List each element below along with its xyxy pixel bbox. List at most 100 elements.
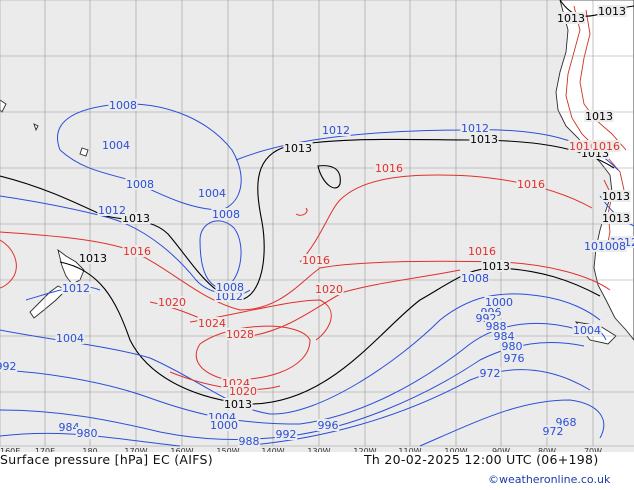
isobar-label-text: 1028 <box>226 328 254 341</box>
isobar-label-bg <box>125 178 155 190</box>
isobar-label-bg <box>301 254 331 266</box>
isobar-label-text: 1020 <box>315 283 343 296</box>
longitude-label: 140W <box>261 447 284 456</box>
isobar-label-bg <box>0 360 18 372</box>
isobar-label-bg <box>225 328 255 340</box>
isobar-high-23 <box>295 207 308 216</box>
longitude-label: 160W <box>170 447 193 456</box>
isobar-label-text: 976 <box>504 352 525 365</box>
isobar-label-text: 1008 <box>461 272 489 285</box>
isobar-label-text: 1000 <box>485 296 513 309</box>
isobar-label-text: 1008 <box>109 99 137 112</box>
isobar-label-text: 1016 <box>569 140 597 153</box>
isobar-label-bg <box>61 282 91 294</box>
isobar-label-text: 988 <box>239 435 260 448</box>
isobar-label-bg <box>121 212 151 224</box>
isobar-label-1016: 1016 <box>467 245 497 258</box>
isobar-label-bg <box>584 110 614 122</box>
isobar-label-1020: 1020 <box>157 296 187 309</box>
isobar-label-bg <box>57 421 81 433</box>
isobar-label-1012: 1012 <box>460 122 490 135</box>
isobar-low-10 <box>0 322 581 425</box>
isobar-label-1028: 1028 <box>225 328 255 341</box>
longitude-label: 130W <box>307 447 330 456</box>
isobar-label-1013: 1013 <box>121 212 151 225</box>
isobar-label-bg <box>374 162 404 174</box>
isobar-label-1008: 1008 <box>211 208 241 221</box>
isobar-label-text: 972 <box>543 425 564 438</box>
isobar-label-text: 1013 <box>79 252 107 265</box>
isobar-label-1020: 1020 <box>314 283 344 296</box>
isobar-label-text: 1012 <box>461 122 489 135</box>
isobar-label-text: 1008 <box>126 178 154 191</box>
isobar-label-1012: 1012 <box>61 282 91 295</box>
isobar-label-text: 1008 <box>598 240 626 253</box>
isobar-label-bg <box>122 245 152 257</box>
isobar-label-text: 1012 <box>215 290 243 303</box>
isobar-label-bg <box>97 204 127 216</box>
isobar-label-text: 984 <box>494 330 515 343</box>
isobar-high-20 <box>195 325 311 380</box>
isobar-label-984: 984 <box>492 330 516 343</box>
isobar-label-text: 1013 <box>585 110 613 123</box>
isobar-label-bg <box>75 427 99 439</box>
isobar-label-1024: 1024 <box>197 317 227 330</box>
isobar-label-bg <box>460 272 490 284</box>
isobar-label-980: 980 <box>75 427 99 440</box>
isobar-low-9 <box>0 293 601 415</box>
isobar-label-bg <box>237 435 261 447</box>
isobar-label-980: 980 <box>500 340 524 353</box>
isobar-low-13 <box>419 399 605 447</box>
isobar-label-972: 972 <box>478 367 502 380</box>
isobar-label-1016: 1016 <box>122 245 152 258</box>
isobar-label-bg <box>601 212 631 224</box>
isobar-label-1013: 1013 <box>78 252 108 265</box>
isobar-label-text: 1004 <box>102 139 130 152</box>
isobar-label-text: 1013 <box>224 398 252 411</box>
isobar-label-text: 1013 <box>557 12 585 25</box>
isobar-label-996: 996 <box>316 419 340 432</box>
isobar-label-bg <box>500 340 524 352</box>
isobar-label-bg <box>478 367 502 379</box>
isobar-label-1016: 1016 <box>591 140 621 153</box>
isobar-label-text: 1012 <box>322 124 350 137</box>
isobar-label-bg <box>228 385 258 397</box>
isobar-label-1004: 1004 <box>55 332 85 345</box>
isobar-label-text: 992 <box>0 360 17 373</box>
isobar-label-bg <box>601 190 631 202</box>
isobar-label-988: 988 <box>237 435 261 448</box>
isobar-label-text: 1013 <box>284 142 312 155</box>
isobar-label-bg <box>78 252 108 264</box>
isobar-high-22 <box>0 239 17 289</box>
isobar-label-1016: 1016 <box>301 254 331 267</box>
isobar-label-bg <box>591 140 621 152</box>
isobar-label-1013: 1013 <box>223 398 253 411</box>
isobar-low-6 <box>199 220 242 289</box>
isobar-label-bg <box>197 317 227 329</box>
isobar-label-bg <box>101 139 131 151</box>
isobar-label-text: 1012 <box>62 282 90 295</box>
isobar-label-text: 1024 <box>198 317 226 330</box>
isobar-label-1016: 1016 <box>516 178 546 191</box>
isobar-label-bg <box>469 133 499 145</box>
isobar-label-bg <box>597 5 627 17</box>
longitude-label: 150W <box>216 447 239 456</box>
isobar-label-bg <box>223 398 253 410</box>
isobar-label-976: 976 <box>502 352 526 365</box>
isobar-label-988: 988 <box>484 320 508 333</box>
isobar-label-1000: 1000 <box>484 296 514 309</box>
longitude-label: 170W <box>124 447 147 456</box>
longitude-label: 90W <box>492 447 510 456</box>
isobar-label-bg <box>209 419 239 431</box>
isobar-label-1016: 1016 <box>568 140 598 153</box>
isobar-label-1020: 1020 <box>228 385 258 398</box>
longitude-label: 170E <box>35 447 55 456</box>
isobar-label-1008: 1008 <box>108 99 138 112</box>
isobar-label-1013: 1013 <box>597 5 627 18</box>
isobar-label-bg <box>55 332 85 344</box>
isobar-label-text: 1020 <box>229 385 257 398</box>
isobar-label-text: 980 <box>502 340 523 353</box>
map-ocean <box>0 0 634 452</box>
isobar-label-text: 1008 <box>212 208 240 221</box>
isobar-label-bg <box>556 12 586 24</box>
